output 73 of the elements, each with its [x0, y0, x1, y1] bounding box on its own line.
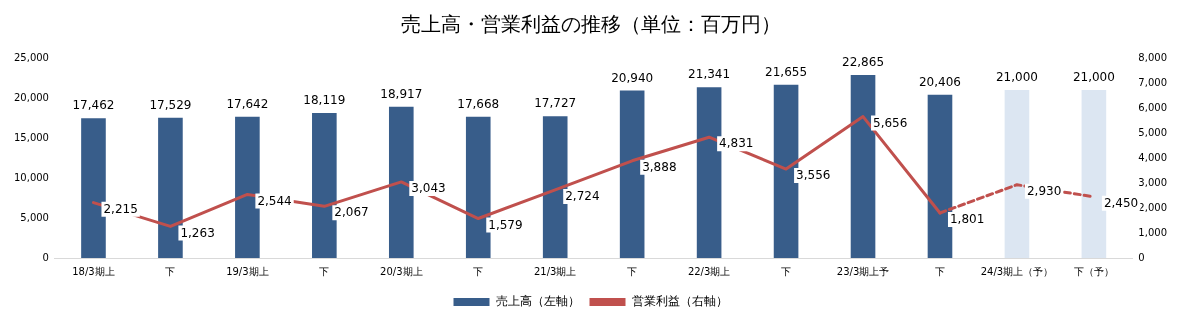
data-label: 17,642: [226, 96, 269, 111]
data-label: 21,341: [688, 67, 731, 82]
bar: [850, 75, 876, 258]
x-tick-label: 18/3期上: [72, 265, 115, 277]
data-label: 18,119: [303, 93, 346, 108]
data-label: 2,067: [334, 205, 369, 220]
y2-tick-label: 0: [1138, 251, 1145, 263]
data-label: 4,831: [719, 136, 754, 151]
data-label: 18,917: [380, 86, 423, 101]
data-label: 17,462: [72, 98, 115, 113]
x-tick-label: 20/3期上: [380, 265, 423, 277]
x-tick-label: 下: [319, 265, 330, 277]
y-tick-label: 5,000: [20, 211, 49, 223]
y2-tick-label: 3,000: [1138, 176, 1168, 188]
x-tick-label: 23/3期上予: [836, 265, 890, 277]
data-label: 3,556: [796, 168, 831, 183]
data-label: 17,727: [534, 96, 577, 111]
y2-tick-label: 6,000: [1138, 101, 1168, 113]
data-label: 21,000: [995, 70, 1038, 85]
data-label: 2,544: [257, 193, 292, 208]
data-label: 2,930: [1026, 183, 1062, 198]
y-tick-label: 0: [42, 251, 49, 263]
bar: [388, 106, 414, 258]
bar: [465, 116, 491, 258]
y-tick-label: 10,000: [13, 171, 49, 183]
bar: [81, 118, 106, 258]
y2-tick-label: 4,000: [1138, 151, 1168, 163]
y2-tick-label: 5,000: [1138, 126, 1168, 138]
bar: [542, 116, 568, 258]
x-tick-label: 下: [627, 265, 638, 277]
x-tick-label: 下: [473, 265, 484, 277]
bar: [158, 117, 183, 258]
data-label: 1,263: [180, 225, 215, 240]
data-label: 1,801: [949, 212, 985, 227]
bar: [1081, 90, 1107, 258]
data-label: 22,865: [842, 55, 885, 70]
bar: [1004, 90, 1030, 258]
data-label: 1,579: [488, 217, 523, 232]
x-tick-label: 22/3期上: [687, 265, 731, 277]
data-label: 21,000: [1072, 70, 1115, 85]
y2-tick-label: 8,000: [1138, 51, 1168, 63]
y2-tick-label: 7,000: [1138, 76, 1168, 88]
x-tick-label: 24/3期上（予）: [980, 265, 1054, 277]
data-label: 20,940: [611, 70, 654, 85]
bar: [927, 94, 953, 258]
y2-tick-label: 2,000: [1138, 201, 1168, 213]
legend-label: 営業利益（右軸）: [631, 294, 728, 309]
y-tick-label: 15,000: [13, 131, 49, 143]
x-tick-label: 下: [165, 265, 176, 277]
data-label: 3,043: [411, 181, 446, 196]
bar: [773, 84, 799, 258]
legend-label: 売上高（左軸）: [495, 294, 580, 309]
data-label: 17,668: [457, 96, 500, 111]
chart-title: 売上高・営業利益の推移（単位：百万円）: [400, 12, 781, 37]
data-label: 17,529: [149, 97, 192, 112]
data-label: 5,656: [873, 115, 908, 130]
data-label: 2,724: [565, 189, 600, 204]
x-tick-label: 21/3期上: [533, 265, 577, 277]
x-tick-label: 19/3期上: [226, 265, 269, 277]
y-tick-label: 25,000: [13, 51, 49, 63]
bar: [312, 113, 337, 258]
x-tick-label: 下: [781, 265, 792, 277]
x-tick-label: 下（予）: [1073, 265, 1114, 277]
bar: [235, 116, 260, 258]
data-label: 3,888: [642, 159, 677, 174]
bar: [619, 90, 645, 258]
data-label: 2,450: [1103, 195, 1139, 210]
y-tick-label: 20,000: [13, 91, 49, 103]
data-label: 21,655: [765, 64, 808, 79]
x-tick-label: 下: [934, 265, 945, 277]
data-label: 2,215: [103, 201, 138, 216]
y2-tick-label: 1,000: [1138, 226, 1168, 238]
data-label: 20,406: [918, 74, 961, 89]
